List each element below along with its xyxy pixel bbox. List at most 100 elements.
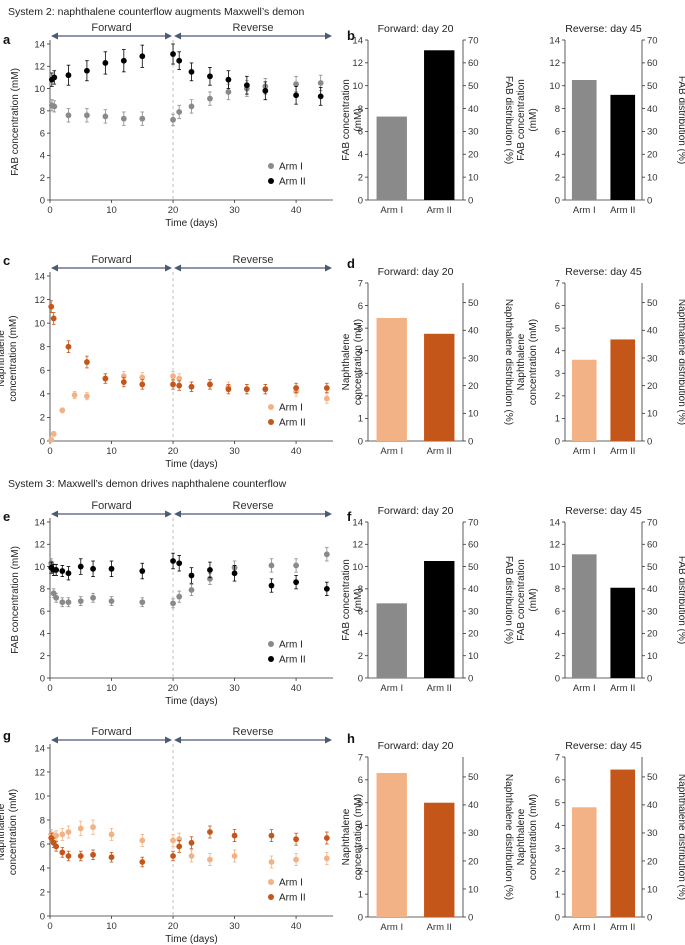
y-tick-label: 1 [555, 889, 560, 900]
y-tick-label: 2 [40, 413, 45, 424]
y-tick-label: 14 [352, 517, 363, 528]
reverse-arrow-head-left [174, 736, 182, 744]
system2-heading: System 2: naphthalene counterflow augmen… [8, 6, 304, 18]
y2-tick-label: 10 [468, 409, 479, 420]
reverse-arrow-head-right [325, 264, 332, 272]
data-point [188, 103, 195, 110]
bar-1 [376, 603, 407, 678]
data-point [243, 386, 250, 393]
x-tick-label: Arm II [427, 922, 452, 933]
x-tick-label: 30 [229, 205, 240, 216]
y2-tick-label: 0 [468, 436, 473, 447]
data-point [268, 859, 275, 865]
data-point [51, 103, 58, 110]
panel-title: Reverse: day 45 [565, 505, 642, 517]
data-point [207, 73, 213, 80]
y2-tick-label: 20 [647, 150, 658, 161]
x-tick-label: 20 [168, 683, 179, 694]
series-2 [48, 552, 330, 596]
y-tick-label: 8 [358, 584, 363, 595]
y-tick-label: 12 [549, 540, 560, 551]
y2-tick-label: 50 [468, 562, 479, 573]
data-point [65, 72, 72, 79]
data-point [176, 375, 183, 382]
x-tick-label: 20 [168, 446, 179, 457]
panel-title: Reverse: day 45 [565, 740, 642, 752]
y-tick-label: 8 [40, 342, 45, 353]
legend-marker [268, 419, 274, 425]
panel-g: g 0 2 4 6 8 10 12 14 0 10 20 30 40 Time (days) Naphthal… [0, 726, 333, 945]
y2-tick-label: 70 [647, 35, 658, 46]
reverse-arrow [174, 736, 332, 744]
data-point [293, 385, 299, 391]
x-tick-label: Arm I [380, 683, 403, 694]
y-tick-label: 5 [358, 798, 363, 809]
data-point [139, 859, 146, 865]
x-tick-label: Arm II [610, 683, 635, 694]
reverse-arrow [174, 510, 332, 518]
y-axis-label-line: concentration (mM) [8, 315, 19, 401]
data-point [323, 835, 330, 841]
x-tick-label: Arm II [427, 446, 452, 457]
y-tick-label: 2 [358, 172, 363, 183]
data-point [90, 594, 96, 601]
reverse-arrow-head-right [325, 736, 332, 744]
data-point [139, 53, 146, 60]
y2-axis-label: FAB distribution (%) [676, 556, 685, 644]
data-point [317, 93, 324, 100]
y-tick-label: 0 [40, 195, 45, 206]
panel-letter: c [3, 253, 10, 268]
x-tick-label: 30 [229, 446, 240, 457]
panel-h2: Reverse: day 45 0 1 2 3 4 5 6 7 0 10 20 30 40 50 Arm I A… [516, 740, 685, 933]
series-2 [48, 825, 330, 868]
y-tick-label: 12 [34, 767, 45, 778]
panel-title: Reverse: day 45 [565, 266, 642, 278]
y-axis-label: Naphthalene concentration (mM) [516, 794, 539, 880]
y-axis-label: FAB concentration (mM) [341, 79, 364, 161]
data-point [231, 832, 238, 839]
y2-tick-label: 20 [468, 381, 479, 392]
legend-label: Arm II [279, 655, 306, 666]
system3-heading: System 3: Maxwell’s demon drives naphtha… [8, 478, 287, 490]
y2-axis-label-line: FAB distribution (%) [676, 556, 685, 644]
data-point [188, 587, 195, 593]
y-tick-label: 1 [358, 414, 363, 425]
y2-tick-label: 20 [647, 381, 658, 392]
panel-title: Forward: day 20 [378, 505, 454, 517]
data-point [176, 57, 183, 64]
data-point [53, 594, 60, 601]
data-point [50, 315, 57, 322]
data-point [231, 570, 238, 577]
y-tick-label: 5 [555, 323, 560, 334]
data-point [120, 379, 127, 385]
x-tick-label: 10 [106, 446, 117, 457]
y2-axis-label-line: Naphthalene distribution (%) [503, 299, 514, 425]
y-tick-label: 3 [358, 844, 363, 855]
data-point [108, 598, 115, 605]
y-axis-label-line: concentration (mM) [528, 794, 539, 880]
panel-title: Forward: day 20 [378, 266, 454, 278]
forward-phase-label: Forward [91, 726, 131, 738]
y-tick-label: 8 [40, 815, 45, 826]
y2-tick-label: 10 [647, 884, 658, 895]
y-tick-label: 6 [358, 775, 363, 786]
y-tick-label: 2 [555, 391, 560, 402]
y2-tick-label: 50 [468, 298, 479, 309]
data-point [65, 829, 72, 835]
panel-f1: f Forward: day 20 0 2 4 6 8 10 12 14 0 10 20 30 40 50 60… [341, 505, 514, 694]
data-point [84, 359, 90, 365]
data-point [170, 853, 176, 859]
y-tick-label: 6 [40, 366, 45, 377]
y-tick-label: 0 [555, 912, 560, 923]
y-tick-label: 6 [358, 606, 363, 617]
legend-label: Arm I [279, 162, 303, 173]
data-point [84, 393, 90, 400]
data-point [65, 570, 72, 577]
reverse-arrow-head-left [174, 510, 182, 518]
y2-axis-label: Naphthalene distribution (%) [676, 299, 685, 425]
legend-marker [268, 163, 274, 169]
data-point [188, 839, 195, 846]
y2-axis-label-line: FAB distribution (%) [676, 76, 685, 164]
reverse-phase-label: Reverse [233, 726, 274, 738]
x-tick-label: 20 [168, 921, 179, 932]
